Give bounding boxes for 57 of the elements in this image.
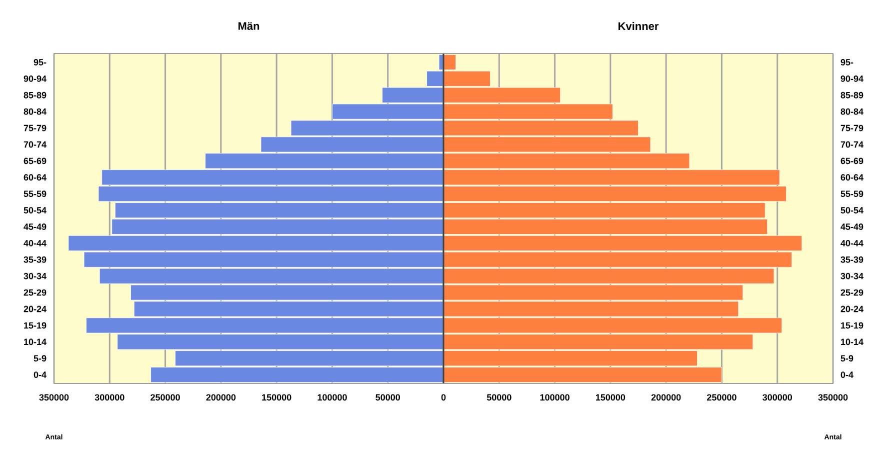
x-tick-label: 0 <box>441 394 446 401</box>
y-tick-label: 0-4 <box>840 372 854 378</box>
y-tick-label: 75-79 <box>24 124 46 132</box>
y-tick-label: 95- <box>840 59 854 66</box>
y-tick-label: 30-34 <box>840 272 864 280</box>
text: Män <box>238 22 260 30</box>
y-tick-label: 20-24 <box>24 306 46 312</box>
y-tick-label: 60-64 <box>840 174 864 181</box>
y-tick-label: 10-14 <box>24 338 46 346</box>
y-tick-label: 45-49 <box>840 224 864 230</box>
y-tick-label: 95- <box>34 59 46 66</box>
y-tick-label: 55-59 <box>24 190 46 198</box>
y-tick-label: 55-59 <box>840 190 864 198</box>
x-tick-label: 300000 <box>762 394 792 401</box>
x-tick-label: 50000 <box>486 394 512 401</box>
y-tick-label: 35-39 <box>24 256 46 263</box>
y-tick-label: 15-19 <box>841 322 864 329</box>
y-tick-label: 85-89 <box>840 92 864 98</box>
y-tick-label: 35-39 <box>840 256 864 263</box>
x-tick-label: 300000 <box>94 394 124 401</box>
y-tick-label: 70-74 <box>24 141 46 148</box>
x-tick-label: 350000 <box>39 394 69 401</box>
y-tick-label: 5-9 <box>34 355 46 362</box>
y-tick-label: 90-94 <box>24 75 46 82</box>
y-tick-label: 65-69 <box>840 158 864 164</box>
y-tick-label: 10-14 <box>841 338 864 346</box>
y-tick-label: 25-29 <box>24 289 46 296</box>
y-tick-label: 25-29 <box>840 289 864 296</box>
text: Kvinner <box>618 22 659 30</box>
x-tick-label: 350000 <box>818 394 848 401</box>
x-tick-label: 50000 <box>376 394 400 401</box>
y-tick-label: 30-34 <box>24 272 46 280</box>
y-tick-label: 0-4 <box>34 372 46 378</box>
y-tick-label: 20-24 <box>840 306 864 312</box>
y-tick-label: 45-49 <box>24 224 46 230</box>
y-tick-label: 70-74 <box>840 141 864 148</box>
y-tick-label: 50-54 <box>840 207 864 214</box>
y-tick-label: 5-9 <box>840 355 854 362</box>
y-tick-label: 90-94 <box>840 75 864 82</box>
x-tick-label: 150000 <box>596 394 626 401</box>
x-tick-label: 150000 <box>262 394 292 401</box>
y-tick-label: 65-69 <box>24 158 46 164</box>
x-tick-label: 200000 <box>651 394 681 401</box>
x-tick-label: 200000 <box>206 394 236 401</box>
x-tick-label: 100000 <box>318 394 347 401</box>
y-tick-label: 15-19 <box>24 322 46 329</box>
y-tick-label: 40-44 <box>24 240 46 246</box>
y-tick-label: 80-84 <box>24 108 46 115</box>
y-tick-label: 40-44 <box>840 240 864 246</box>
x-tick-label: 250000 <box>707 394 736 401</box>
x-tick-label: 250000 <box>150 394 180 401</box>
y-tick-label: 60-64 <box>24 174 46 181</box>
y-tick-label: 80-84 <box>840 108 864 115</box>
y-tick-label: 75-79 <box>840 124 864 132</box>
y-tick-label: 85-89 <box>24 92 46 98</box>
x-tick-label: 100000 <box>540 394 570 401</box>
y-tick-label: 50-54 <box>24 207 46 214</box>
